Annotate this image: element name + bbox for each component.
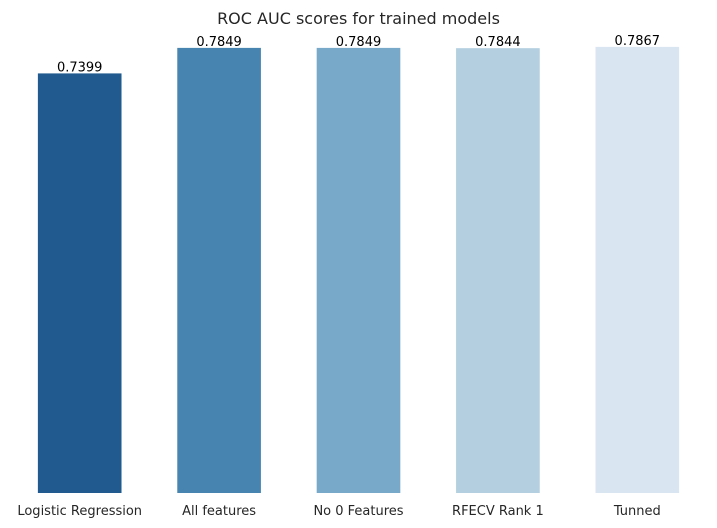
bar (595, 46, 680, 494)
bars-group (37, 46, 680, 494)
bar-value-label: 0.7849 (336, 35, 382, 50)
bar-value-label: 0.7849 (196, 35, 242, 50)
bar (316, 47, 401, 493)
bar (456, 48, 540, 494)
x-tick-label: All features (182, 504, 256, 519)
bar-value-label: 0.7399 (57, 60, 103, 75)
x-tick-label: Logistic Regression (17, 504, 142, 519)
x-tick-label: Tunned (613, 504, 661, 519)
bar (37, 73, 122, 493)
x-tick-label: No 0 Features (313, 504, 403, 519)
category-labels-group: Logistic Regression All features No 0 Feat… (17, 504, 660, 519)
bar-value-label: 0.7844 (475, 35, 521, 50)
bar (177, 47, 261, 493)
x-tick-label: RFECV Rank 1 (452, 504, 544, 519)
bar-value-label: 0.7867 (615, 34, 661, 49)
chart-title: ROC AUC scores for trained models (217, 9, 500, 28)
value-labels-group: 0.7399 0.7849 0.7849 0.7844 0.7867 (57, 34, 660, 76)
